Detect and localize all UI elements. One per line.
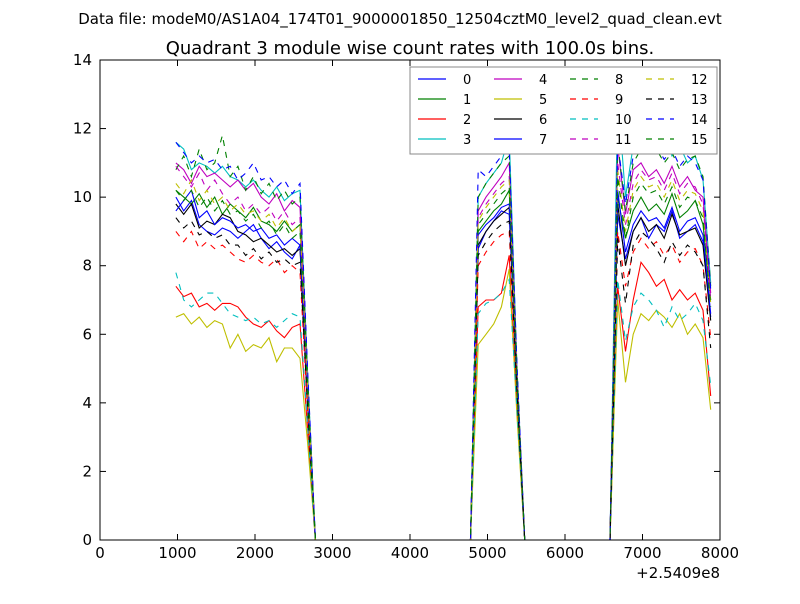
legend-label-14: 14	[691, 113, 708, 128]
x-tick-label: 2000	[236, 544, 274, 562]
chart-title: Quadrant 3 module wise count rates with …	[166, 38, 655, 59]
legend-label-5: 5	[539, 93, 547, 108]
y-tick-label: 0	[82, 531, 92, 549]
legend-label-9: 9	[615, 93, 623, 108]
legend-label-0: 0	[463, 73, 471, 88]
series-line-11	[175, 162, 712, 541]
series-line-5	[175, 268, 712, 541]
legend-label-11: 11	[615, 133, 632, 148]
y-tick-label: 8	[82, 257, 92, 275]
legend-label-8: 8	[615, 73, 623, 88]
legend-label-2: 2	[463, 113, 471, 128]
legend-label-10: 10	[615, 113, 632, 128]
x-tick-label: 5000	[468, 544, 506, 562]
x-tick-label: 3000	[313, 544, 351, 562]
series-line-15	[175, 176, 712, 541]
series-line-14	[175, 141, 712, 541]
y-tick-label: 14	[73, 51, 92, 69]
y-tick-label: 2	[82, 462, 92, 480]
legend-box	[409, 66, 718, 155]
series-line-9	[175, 230, 712, 541]
legend-label-13: 13	[691, 93, 708, 108]
x-tick-label: 1000	[158, 544, 196, 562]
x-tick-label: 0	[95, 544, 105, 562]
y-tick-label: 12	[73, 120, 92, 138]
legend-label-7: 7	[539, 133, 547, 148]
series-line-2	[175, 255, 712, 541]
series-line-13	[175, 217, 712, 541]
y-tick-label: 6	[82, 325, 92, 343]
y-tick-label: 4	[82, 394, 92, 412]
series-line-6	[175, 202, 712, 541]
x-offset-label: +2.5409e8	[636, 564, 720, 582]
series-line-12	[175, 169, 712, 541]
data-file-suptitle: Data file: modeM0/AS1A04_174T01_90000018…	[78, 10, 722, 29]
series-line-10	[175, 272, 712, 541]
legend-label-12: 12	[691, 73, 708, 88]
x-tick-label: 6000	[546, 544, 584, 562]
legend-label-6: 6	[539, 113, 547, 128]
x-tick-label: 8000	[701, 544, 739, 562]
series-line-0	[175, 196, 712, 541]
legend-label-15: 15	[691, 133, 708, 148]
axis-ticks: 0 1000 2000 3000 4000 5000 6000 7000 80000246810…	[73, 51, 739, 562]
x-tick-label: 4000	[391, 544, 429, 562]
legend-label-4: 4	[539, 73, 547, 88]
series-lines	[175, 94, 712, 541]
legend-label-3: 3	[463, 133, 471, 148]
y-tick-label: 10	[73, 188, 92, 206]
legend-label-1: 1	[463, 93, 471, 108]
x-tick-label: 7000	[623, 544, 661, 562]
